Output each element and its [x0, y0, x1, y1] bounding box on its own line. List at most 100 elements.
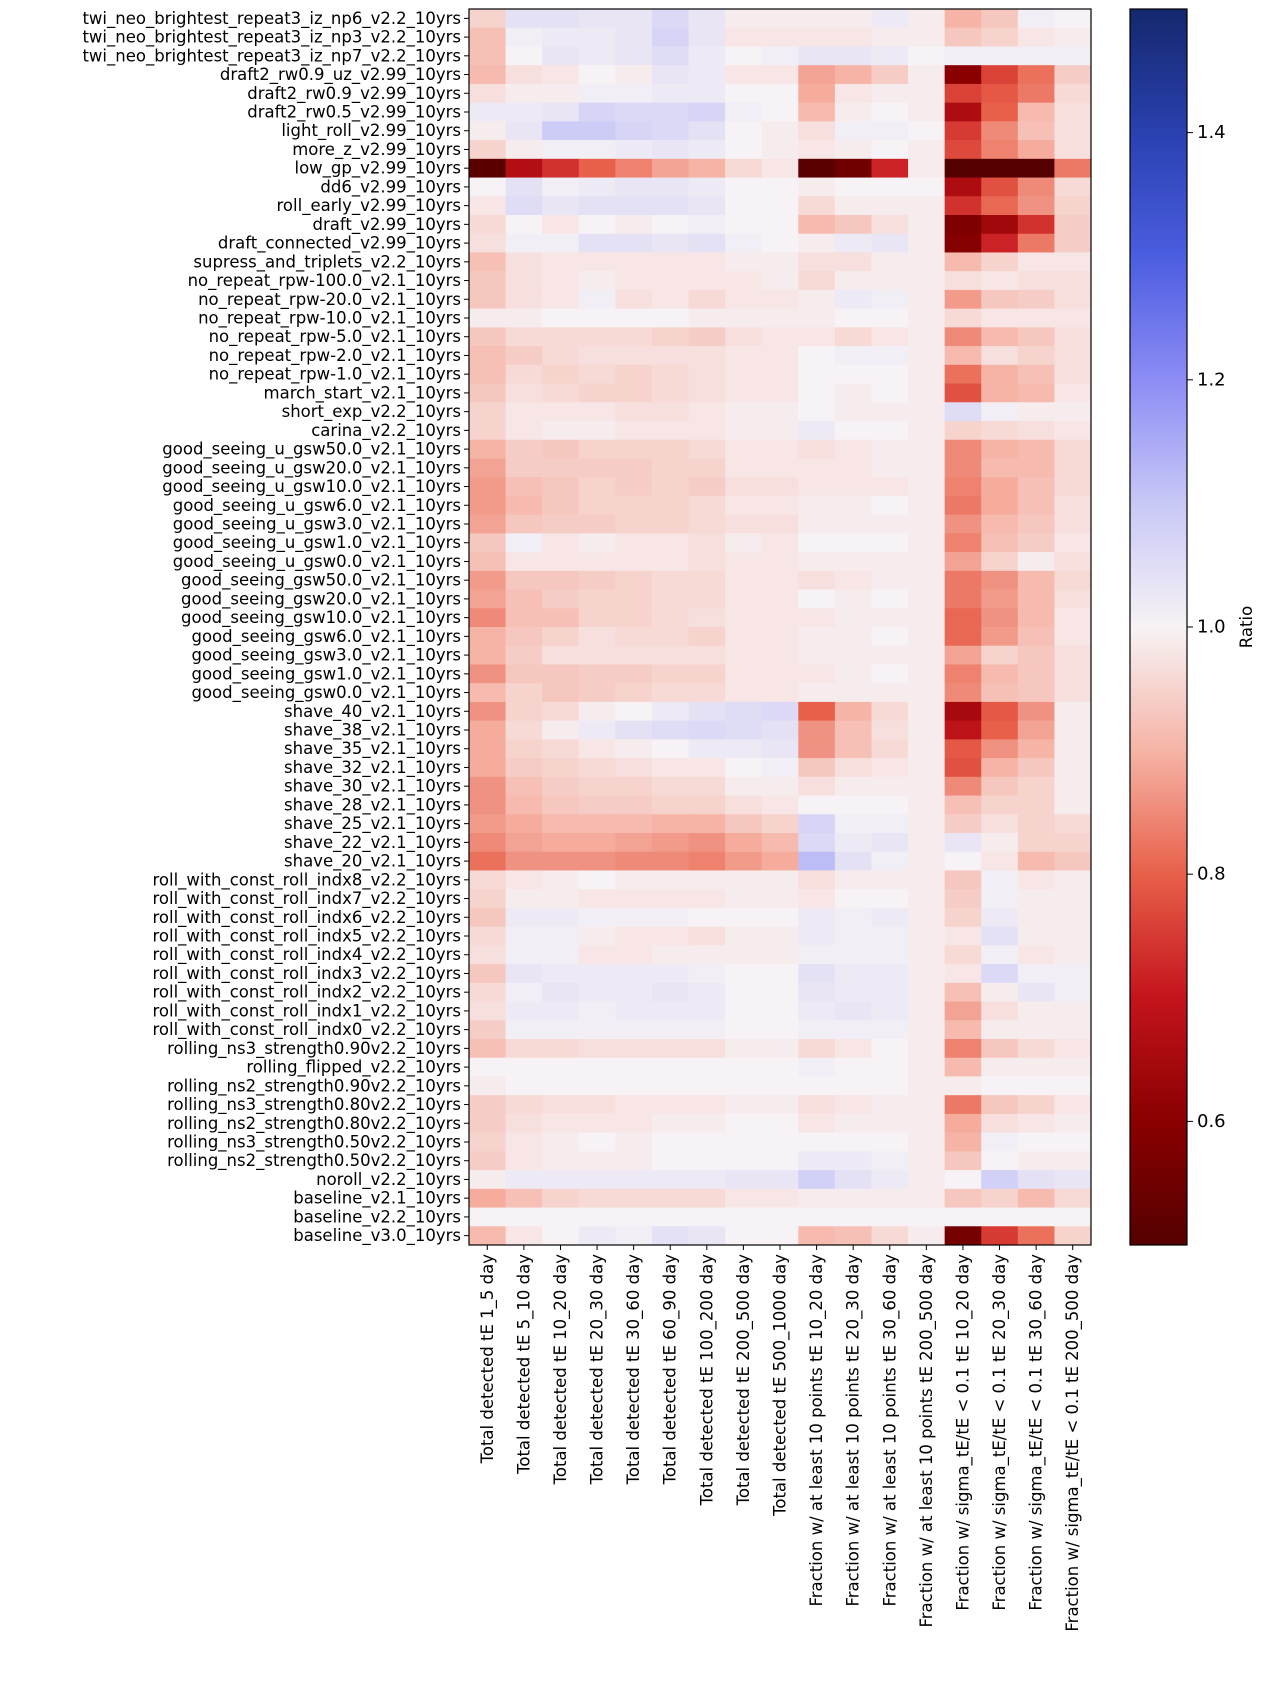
heatmap-cell [798, 776, 836, 797]
heatmap-cell [542, 533, 580, 553]
row-label: shave_25_v2.1_10yrs [284, 814, 461, 834]
heatmap-cell [615, 945, 653, 965]
heatmap-cell [688, 289, 726, 310]
heatmap-cell [615, 289, 653, 310]
heatmap-cell [615, 1113, 653, 1134]
heatmap-cell [871, 477, 909, 497]
heatmap-cell [1054, 308, 1092, 328]
heatmap-cell [871, 870, 909, 890]
heatmap-cell [542, 1188, 580, 1209]
heatmap-cell [981, 9, 1019, 29]
heatmap-cell [469, 458, 507, 478]
heatmap-cell [944, 739, 982, 759]
heatmap-cell [505, 383, 543, 403]
heatmap-cell [725, 1188, 763, 1209]
heatmap-cell [761, 964, 799, 984]
heatmap-cell [615, 121, 653, 141]
heatmap-cell [651, 608, 690, 628]
heatmap-cell [469, 514, 507, 534]
heatmap-cell [944, 289, 982, 310]
heatmap-cell [615, 589, 653, 609]
heatmap-cell [1017, 439, 1055, 459]
column-label: Total detected tE 100_200 day [697, 1254, 717, 1507]
heatmap-cell [1017, 9, 1055, 29]
heatmap-cell [871, 252, 909, 272]
heatmap-cell [834, 121, 872, 141]
heatmap-cell [651, 289, 690, 310]
heatmap-cell [469, 289, 507, 310]
heatmap-cell [725, 814, 763, 834]
heatmap-cell [505, 140, 543, 160]
heatmap-cell [542, 982, 580, 1003]
heatmap-cell [798, 514, 836, 534]
heatmap-cell [578, 140, 616, 160]
heatmap-cell [578, 439, 616, 459]
heatmap-cell [981, 851, 1019, 871]
row-label: light_roll_v2.99_10yrs [281, 121, 461, 141]
heatmap-cell [908, 102, 946, 122]
heatmap-cell [725, 177, 763, 197]
heatmap-cell [725, 1057, 763, 1077]
heatmap-cell [798, 664, 836, 684]
heatmap-cell [871, 1020, 909, 1040]
heatmap-cell [761, 1001, 799, 1021]
heatmap-cell [469, 683, 507, 703]
heatmap-cell [981, 458, 1019, 478]
heatmap-cell [651, 870, 690, 890]
heatmap-cell [542, 421, 580, 441]
heatmap-cell [542, 552, 580, 572]
heatmap-cell [651, 664, 690, 684]
heatmap-cell [578, 402, 616, 422]
heatmap-cell [505, 46, 543, 66]
heatmap-cell [981, 739, 1019, 759]
row-label: no_repeat_rpw-100.0_v2.1_10yrs [188, 271, 461, 291]
heatmap-cell [615, 140, 653, 160]
row-label: shave_20_v2.1_10yrs [284, 852, 461, 872]
heatmap-cell [908, 1020, 946, 1040]
heatmap-cell [469, 720, 507, 740]
heatmap-cell [725, 1170, 763, 1190]
heatmap-cell [1054, 252, 1092, 272]
heatmap-cell [1054, 870, 1092, 890]
heatmap-cell [944, 1113, 982, 1134]
heatmap-cell [725, 1113, 763, 1134]
heatmap-cell [798, 1113, 836, 1134]
heatmap-cell [578, 926, 616, 946]
heatmap-cell [725, 720, 763, 740]
heatmap-cell [798, 1188, 836, 1209]
heatmap-cell [578, 346, 616, 366]
heatmap-cell [871, 795, 909, 815]
heatmap-cell [615, 27, 653, 47]
heatmap-cell [615, 739, 653, 759]
row-label: short_exp_v2.2_10yrs [282, 402, 461, 422]
heatmap-cell [871, 589, 909, 609]
heatmap-cell [981, 215, 1019, 235]
heatmap-cell [871, 758, 909, 778]
heatmap-cell [651, 964, 690, 984]
heatmap-cell [834, 570, 872, 591]
heatmap-cell [798, 1226, 836, 1246]
heatmap-cell [834, 177, 872, 197]
heatmap-cell [834, 627, 872, 647]
heatmap-cell [908, 608, 946, 628]
heatmap-cell [871, 121, 909, 141]
heatmap-cell [1054, 46, 1092, 66]
heatmap-cell [1054, 683, 1092, 703]
heatmap-cell [1054, 158, 1092, 179]
heatmap-cell [834, 1001, 872, 1021]
heatmap-cell [505, 570, 543, 591]
heatmap-cell [542, 570, 580, 591]
heatmap-cell [725, 945, 763, 965]
colorbar-gradient [1129, 8, 1188, 1246]
colorbar-tick-label: 1.2 [1197, 369, 1226, 390]
heatmap-cell [615, 308, 653, 328]
heatmap-cell [542, 158, 580, 179]
heatmap-cell [725, 252, 763, 272]
heatmap-cell [908, 402, 946, 422]
heatmap-cell [981, 683, 1019, 703]
heatmap-cell [542, 477, 580, 497]
heatmap-cell [798, 289, 836, 310]
heatmap-cell [981, 1151, 1019, 1171]
row-label: good_seeing_u_gsw10.0_v2.1_10yrs [162, 477, 461, 497]
row-label: rolling_ns3_strength0.90v2.2_10yrs [167, 1039, 461, 1059]
